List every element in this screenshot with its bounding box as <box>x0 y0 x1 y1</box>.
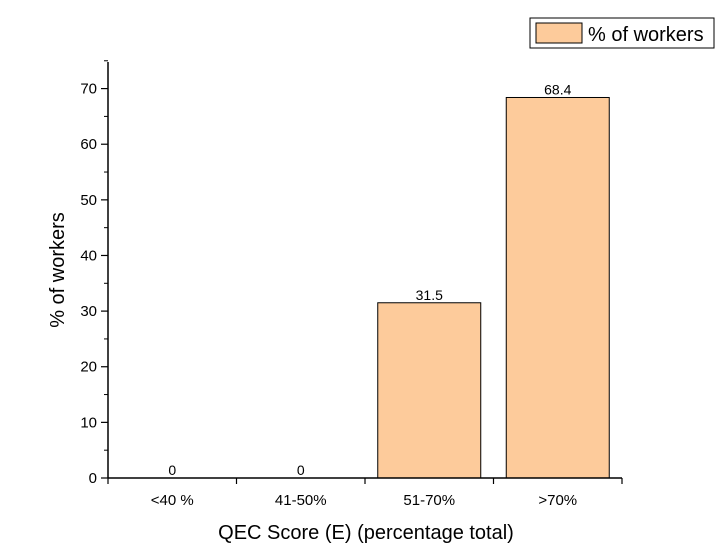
x-tick-label: >70% <box>538 492 577 509</box>
y-tick-label: 20 <box>80 359 97 376</box>
x-tick-label: 41-50% <box>275 492 327 509</box>
y-tick-label: 60 <box>80 136 97 153</box>
bar <box>505 96 610 479</box>
data-label: 31.5 <box>416 287 443 303</box>
data-label: 68.4 <box>544 81 571 97</box>
bar <box>377 302 482 479</box>
data-label: 0 <box>168 462 176 478</box>
legend-label: % of workers <box>588 24 704 46</box>
y-tick-label: 70 <box>80 81 97 98</box>
y-tick-label: 50 <box>80 192 97 209</box>
legend: % of workers <box>529 17 715 49</box>
y-tick-label: 0 <box>89 470 97 487</box>
y-axis-title: % of workers <box>47 212 69 328</box>
y-tick-label: 30 <box>80 303 97 320</box>
x-tick-label: <40 % <box>151 492 194 509</box>
y-tick-label: 10 <box>80 414 97 431</box>
legend-swatch <box>535 22 583 44</box>
y-tick-label: 40 <box>80 247 97 264</box>
bars: 0 0 31.5 68.4 <box>168 81 610 479</box>
axes: 0 10 20 30 40 50 60 70 <40 % 41-50% 51-70% >70% <box>80 60 623 509</box>
x-axis-title: QEC Score (E) (percentage total) <box>218 522 514 544</box>
data-label: 0 <box>297 462 305 478</box>
x-tick-label: 51-70% <box>403 492 455 509</box>
